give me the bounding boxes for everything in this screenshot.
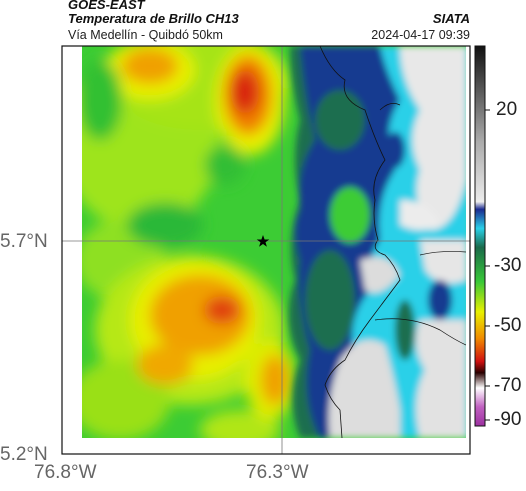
lat-tick-label: 5.2°N [0,444,48,465]
colorbar-tick-label: -50 [494,315,522,336]
colorbar [475,46,485,426]
map-frame [61,45,471,455]
colorbar-tick-label: -90 [494,409,522,430]
colorbar-tick-label: -30 [494,255,522,276]
lat-tick-label: 5.7°N [0,231,48,252]
timestamp-label: 2024-04-17 09:39 [371,28,470,42]
lon-tick-label: 76.8°W [34,462,97,483]
brightness-temperature-field [82,46,466,438]
channel-title: Temperatura de Brillo CH13 [68,11,239,26]
colorbar-tick-label: 20 [496,99,518,120]
product-title: GOES-EAST [68,0,145,12]
route-subtitle: Vía Medellín - Quibdó 50km [68,28,223,42]
colorbar-tick-label: -70 [494,375,522,396]
agency-label: SIATA [432,11,470,26]
lon-tick-label: 76.3°W [246,462,309,483]
star-marker [256,235,270,247]
